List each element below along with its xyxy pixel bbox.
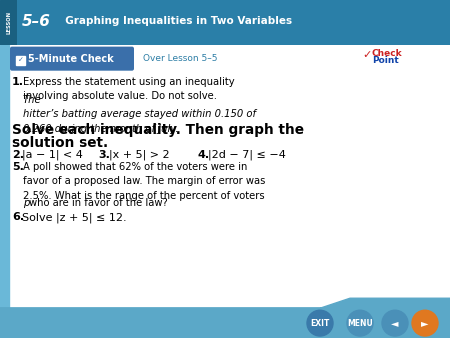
Circle shape xyxy=(307,310,333,336)
FancyBboxPatch shape xyxy=(10,47,134,71)
Polygon shape xyxy=(0,298,450,308)
Text: ✓: ✓ xyxy=(362,50,371,59)
Bar xyxy=(16,56,25,65)
Bar xyxy=(0,45,9,308)
Text: 5.: 5. xyxy=(12,162,24,172)
Text: who are in favor of the law?: who are in favor of the law? xyxy=(29,198,168,208)
Text: |x + 5| > 2: |x + 5| > 2 xyxy=(109,150,170,160)
Text: 2.: 2. xyxy=(12,150,24,160)
Text: The
hitter’s batting average stayed within 0.150 of
0.260 during the month of Ju: The hitter’s batting average stayed with… xyxy=(23,95,256,134)
Text: solution set.: solution set. xyxy=(12,136,108,150)
Text: Express the statement using an inequality
involving absolute value. Do not solve: Express the statement using an inequalit… xyxy=(23,77,234,101)
Text: ✓: ✓ xyxy=(18,57,23,63)
Text: ◄: ◄ xyxy=(391,318,399,328)
Text: Solve each inequality. Then graph the: Solve each inequality. Then graph the xyxy=(12,123,304,137)
Text: EXIT: EXIT xyxy=(310,319,330,328)
Text: 5-Minute Check: 5-Minute Check xyxy=(28,54,114,64)
Circle shape xyxy=(382,310,408,336)
Text: Solve |z + 5| ≤ 12.: Solve |z + 5| ≤ 12. xyxy=(22,212,126,222)
Text: Point: Point xyxy=(372,56,399,65)
Text: A poll showed that 62% of the voters were in
favor of a proposed law. The margin: A poll showed that 62% of the voters wer… xyxy=(23,162,265,201)
Text: 3.: 3. xyxy=(98,150,110,160)
Circle shape xyxy=(347,310,373,336)
Text: 5–6: 5–6 xyxy=(22,14,50,29)
Text: 4.: 4. xyxy=(197,150,209,160)
Text: |2d − 7| ≤ −4: |2d − 7| ≤ −4 xyxy=(208,150,286,160)
Text: 6.: 6. xyxy=(12,212,24,222)
Circle shape xyxy=(412,310,438,336)
Text: Over Lesson 5–5: Over Lesson 5–5 xyxy=(143,54,217,63)
Text: LESSON: LESSON xyxy=(6,11,11,34)
Text: p: p xyxy=(23,198,29,208)
Text: |a − 1| < 4: |a − 1| < 4 xyxy=(22,150,83,160)
Text: MENU: MENU xyxy=(347,319,373,328)
Text: Graphing Inequalities in Two Variables: Graphing Inequalities in Two Variables xyxy=(58,17,292,26)
Text: 1.: 1. xyxy=(12,77,24,87)
Text: ►: ► xyxy=(421,318,429,328)
Text: Check: Check xyxy=(372,49,403,58)
